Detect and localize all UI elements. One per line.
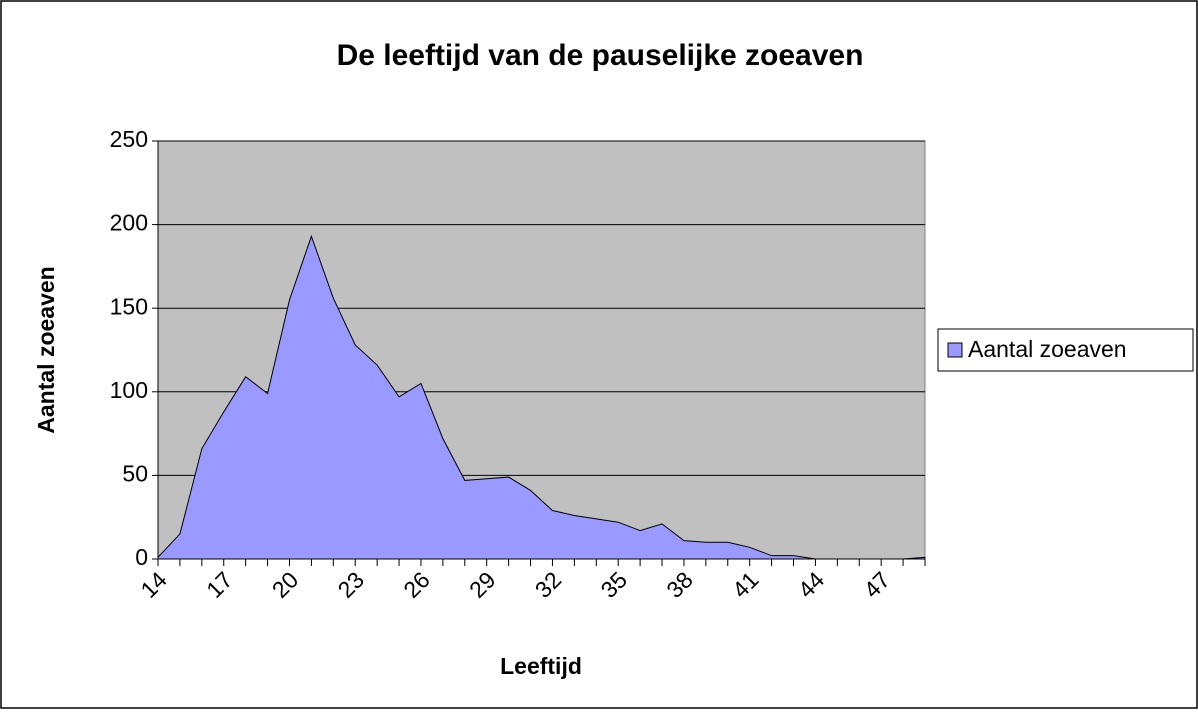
x-axis-label: Leeftijd: [500, 653, 582, 679]
y-tick-label: 200: [110, 210, 148, 236]
y-axis-label: Aantal zoeaven: [33, 266, 59, 433]
y-tick-label: 250: [110, 126, 148, 152]
y-tick-label: 100: [110, 377, 148, 403]
chart-title: De leeftijd van de pauselijke zoeaven: [337, 39, 864, 72]
y-tick-label: 150: [110, 293, 148, 319]
legend-swatch: [947, 342, 963, 358]
legend-box: [937, 328, 1194, 372]
legend-label: Aantal zoeaven: [968, 336, 1127, 362]
y-tick-label: 0: [135, 544, 148, 570]
y-tick-label: 50: [122, 460, 148, 486]
